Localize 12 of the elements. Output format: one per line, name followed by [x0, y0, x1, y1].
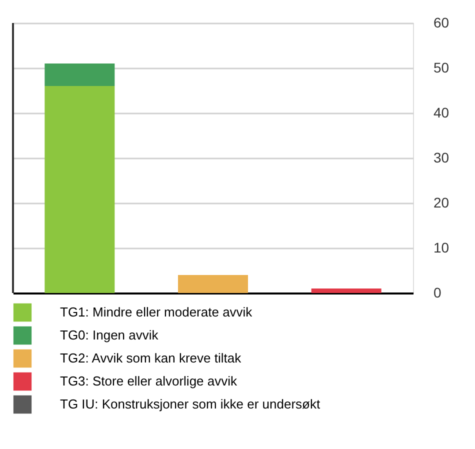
- legend-label: TG3: Store eller alvorlige avvik: [60, 374, 238, 388]
- y-tick-label: 60: [434, 14, 450, 30]
- y-tick-label: 30: [434, 150, 450, 166]
- y-tick-label: 10: [434, 240, 450, 256]
- y-tick-label: 20: [434, 194, 450, 210]
- legend-label: TG2: Avvik som kan kreve tiltak: [60, 350, 242, 366]
- y-tick-label: 50: [434, 60, 450, 76]
- legend-label: TG1: Mindre eller moderate avvik: [60, 304, 253, 320]
- y-tick-label: 40: [434, 104, 450, 120]
- y-tick-label: 0: [434, 284, 442, 300]
- legend-label: TG0: Ingen avvik: [60, 328, 159, 342]
- legend-label: TG IU: Konstruksjoner som ikke er undersøkt: [60, 396, 320, 412]
